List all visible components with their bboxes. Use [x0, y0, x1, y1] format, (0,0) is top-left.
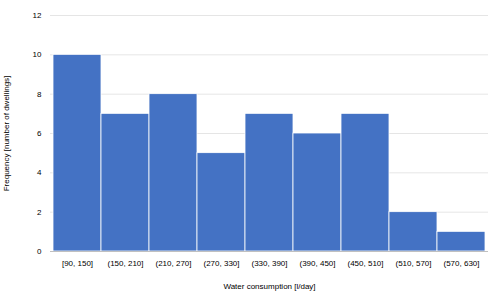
svg-text:(450, 510]: (450, 510]	[347, 259, 383, 268]
svg-text:(570, 630]: (570, 630]	[443, 259, 479, 268]
svg-text:(510, 570]: (510, 570]	[395, 259, 431, 268]
svg-text:6: 6	[37, 129, 42, 138]
svg-text:Water consumption [l/day]: Water consumption [l/day]	[223, 282, 315, 291]
svg-text:(330, 390]: (330, 390]	[251, 259, 287, 268]
svg-text:(390, 450]: (390, 450]	[299, 259, 335, 268]
svg-text:4: 4	[37, 168, 42, 177]
svg-text:8: 8	[37, 90, 42, 99]
svg-text:(210, 270]: (210, 270]	[155, 259, 191, 268]
svg-text:(270, 330]: (270, 330]	[203, 259, 239, 268]
svg-text:(150, 210]: (150, 210]	[107, 259, 143, 268]
svg-text:0: 0	[37, 247, 42, 256]
svg-text:Frequency [number of dwellings: Frequency [number of dwellings]	[2, 76, 11, 192]
svg-text:10: 10	[33, 50, 42, 59]
svg-text:[90, 150]: [90, 150]	[62, 259, 93, 268]
svg-text:2: 2	[37, 208, 42, 217]
svg-text:12: 12	[33, 11, 42, 20]
